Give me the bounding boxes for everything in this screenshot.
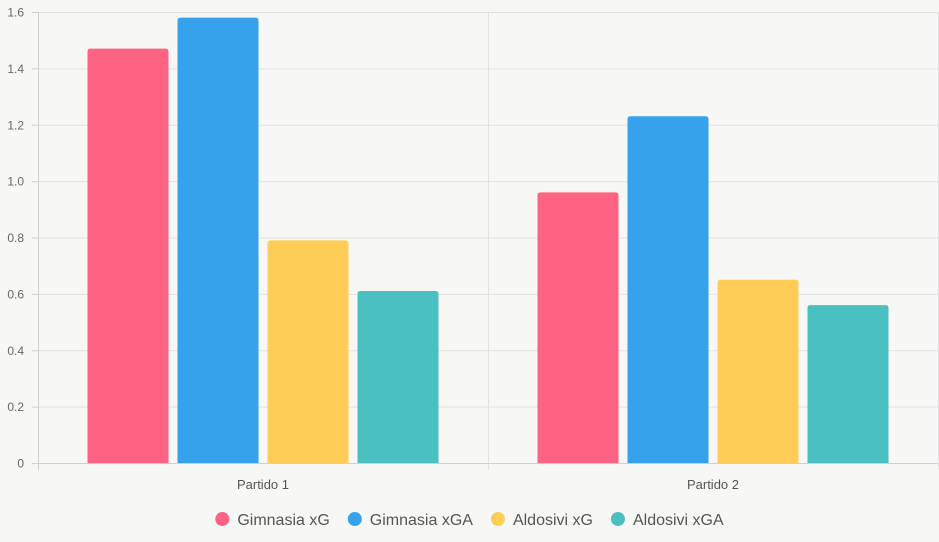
legend-item-aldosivi-xga[interactable]: Aldosivi xGA [610,512,724,529]
bar-aldosivi-xg-partido-1[interactable] [267,240,349,463]
legend-item-gimnasia-xg[interactable]: Gimnasia xG [215,512,330,529]
grid [38,12,939,470]
bar-aldosivi-xg-partido-2[interactable] [717,279,799,463]
y-tick-label: 1.2 [7,118,24,132]
legend-item-aldosivi-xg[interactable]: Aldosivi xG [490,512,593,529]
bar-aldosivi-xga-partido-1[interactable] [357,291,439,463]
legend-swatch [347,512,362,526]
legend-label: Aldosivi xG [513,512,593,529]
legend-item-gimnasia-xga[interactable]: Gimnasia xGA [347,512,473,529]
legend-swatch [610,512,625,526]
legend-label: Gimnasia xGA [370,512,473,529]
legend-label: Gimnasia xG [237,512,329,529]
legend-swatch [215,512,230,526]
bar-gimnasia-xga-partido-2[interactable] [627,116,709,463]
x-tick-label: Partido 2 [687,477,739,492]
y-tick-label: 1.0 [7,175,24,189]
axes: 0 0.2 0.4 0.6 0.8 1.0 1.2 1.4 1.6 Partido 1 Partid… [7,6,938,492]
x-tick-label: Partido 1 [237,477,289,492]
y-tick-label: 0.4 [7,344,24,358]
y-tick-label: 1.4 [7,62,24,76]
bar-gimnasia-xg-partido-2[interactable] [537,192,619,463]
y-tick-label: 0.8 [7,231,24,245]
y-tick-label: 0 [17,457,24,471]
bar-gimnasia-xg-partido-1[interactable] [87,48,169,464]
legend[interactable]: Gimnasia xG Gimnasia xGA Aldosivi xG Aldosi… [215,512,724,529]
y-tick-label: 1.6 [7,6,24,20]
bars [87,17,889,464]
bar-aldosivi-xga-partido-2[interactable] [807,305,889,463]
bar-gimnasia-xga-partido-1[interactable] [177,17,259,463]
y-tick-label: 0.6 [7,287,24,301]
legend-label: Aldosivi xGA [633,512,724,529]
legend-swatch [490,512,505,526]
y-tick-label: 0.2 [7,400,24,414]
